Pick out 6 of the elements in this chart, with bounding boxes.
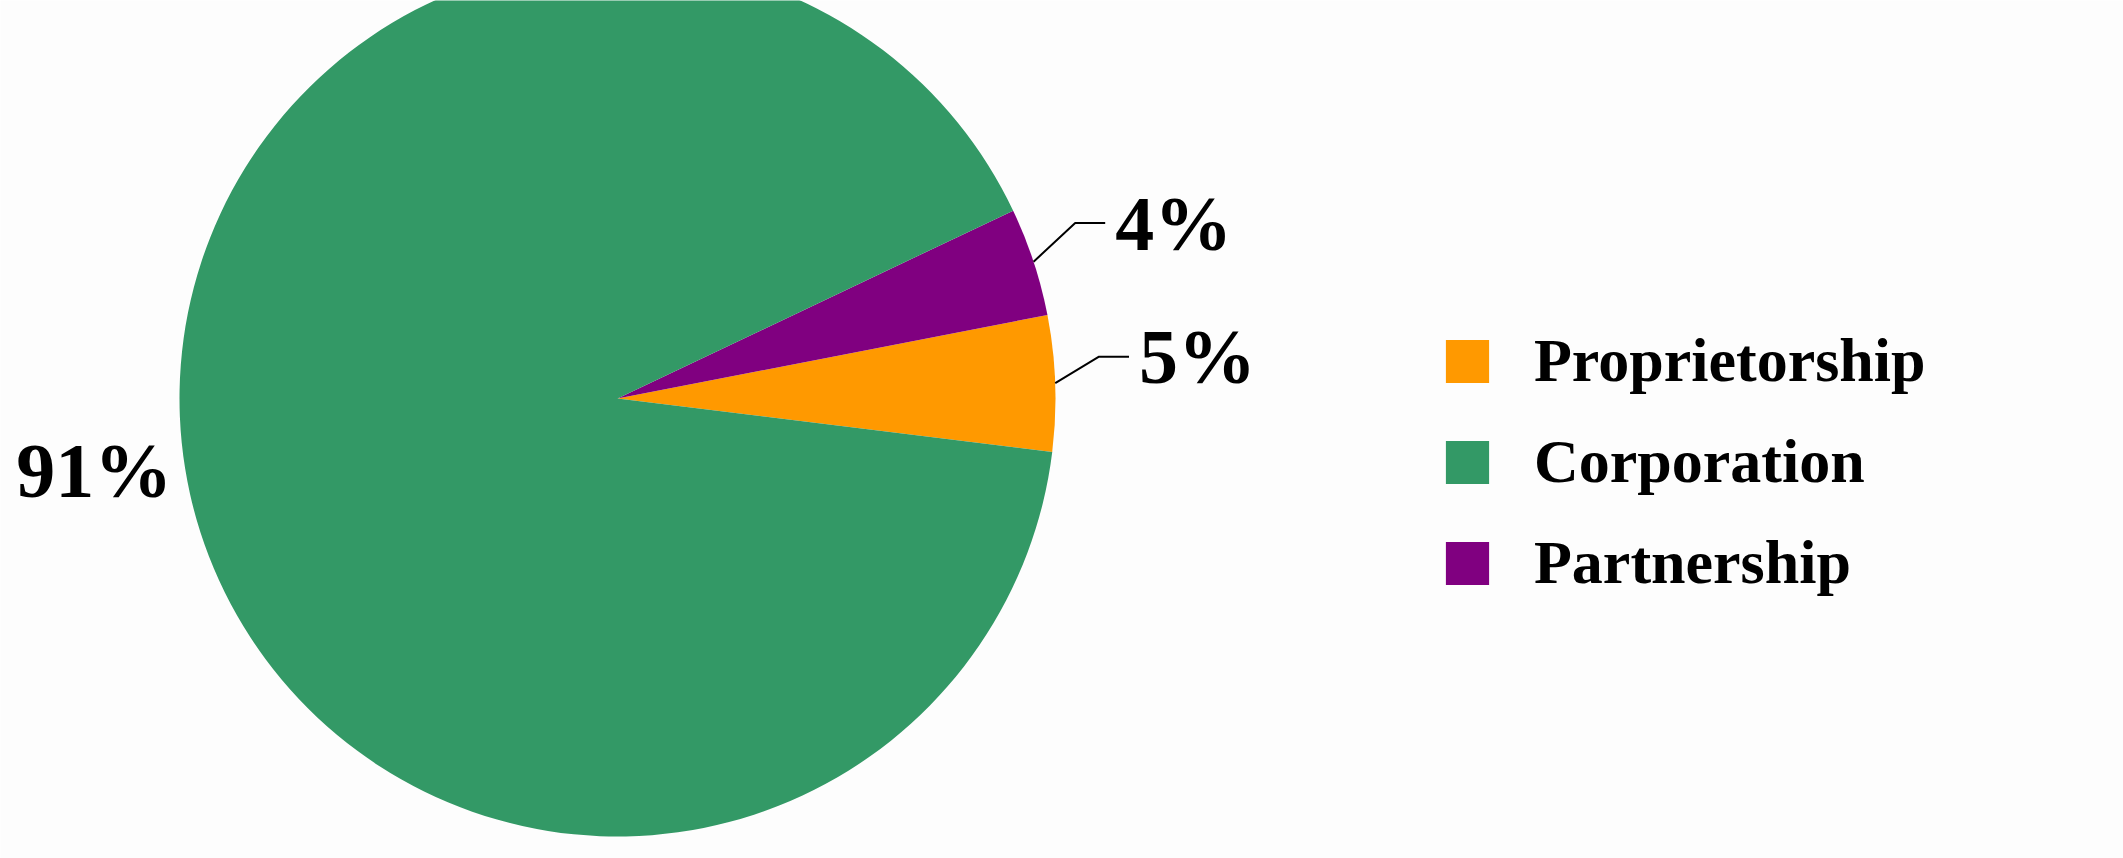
legend-label: Partnership	[1534, 527, 1851, 598]
data-label: 91%	[16, 427, 173, 515]
data-label: 5%	[1139, 313, 1257, 401]
legend-label: Corporation	[1534, 426, 1865, 497]
data-label: 4%	[1115, 179, 1233, 267]
legend-label: Proprietorship	[1534, 325, 1926, 396]
